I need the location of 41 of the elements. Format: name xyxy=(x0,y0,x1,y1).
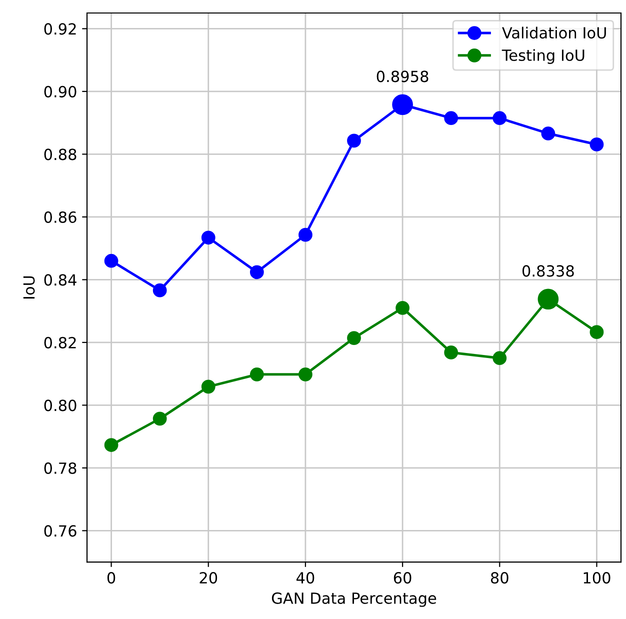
point xyxy=(152,412,167,426)
y-tick-label: 0.82 xyxy=(44,336,76,348)
point xyxy=(590,325,604,340)
y-tick-label: 0.88 xyxy=(44,148,76,160)
point xyxy=(250,367,264,382)
point xyxy=(347,331,361,345)
y-tick-label: 0.80 xyxy=(44,400,76,412)
y-tick-label: 0.84 xyxy=(44,274,76,286)
point xyxy=(444,111,458,126)
x-tick-label: 40 xyxy=(296,572,314,584)
point xyxy=(396,300,410,315)
y-axis-title: IoU xyxy=(23,276,35,299)
point xyxy=(590,138,604,152)
x-tick-label: 60 xyxy=(394,572,412,584)
point xyxy=(347,134,361,148)
x-tick-label: 0 xyxy=(107,572,116,584)
y-tick-label: 0.86 xyxy=(44,211,76,223)
x-tick-label: 80 xyxy=(490,572,508,584)
legend-label: Testing IoU xyxy=(502,49,584,64)
point xyxy=(104,254,118,268)
point xyxy=(444,346,458,360)
y-tick-label: 0.90 xyxy=(44,86,76,98)
y-tick-label: 0.76 xyxy=(44,525,76,537)
annotation: 0.8338 xyxy=(522,265,574,277)
legend-label: Validation IoU xyxy=(502,26,606,39)
y-tick-label: 0.92 xyxy=(44,23,76,35)
annotation: 0.8958 xyxy=(376,70,428,82)
point xyxy=(298,367,312,382)
point xyxy=(298,228,312,242)
x-tick-label: 100 xyxy=(584,572,610,584)
point xyxy=(152,283,167,298)
point xyxy=(250,265,264,280)
x-axis-title: GAN Data Percentage xyxy=(272,592,436,607)
point xyxy=(541,126,556,140)
x-tick-label: 20 xyxy=(200,572,218,584)
point xyxy=(104,438,118,452)
point xyxy=(492,111,507,126)
point xyxy=(201,380,216,394)
point xyxy=(201,230,216,245)
y-tick-label: 0.78 xyxy=(44,462,76,474)
point xyxy=(492,351,507,366)
